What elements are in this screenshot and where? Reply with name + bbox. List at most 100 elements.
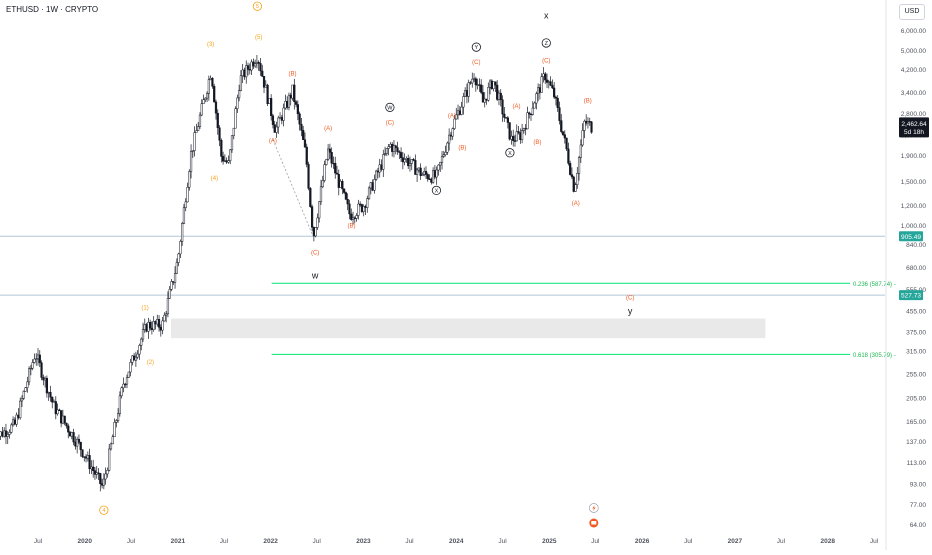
candle-body [506,117,509,123]
candle-body [213,86,216,103]
candle-body [77,438,81,443]
candle-body [391,144,394,152]
candle-body [497,92,501,100]
candle-body [513,140,517,142]
candle-body [341,181,344,190]
candle-body [496,84,499,100]
candle-body [412,159,415,161]
price-axis-tick-label: 315.00 [906,349,926,356]
candle-body [405,158,408,160]
candle-body [221,156,225,162]
candle-body [140,338,143,346]
candle-body [52,401,56,403]
candle-body [396,147,399,152]
candle-body [298,113,301,125]
candle-body [65,422,68,427]
wave-label: 4 [102,508,105,514]
candle-body [286,101,289,108]
candle-body [401,157,404,163]
candle-body [19,400,22,419]
candle-body [134,356,137,361]
candle-body [471,78,474,84]
candle-body [291,84,294,99]
candle-body [560,120,563,132]
wave-label-circle [471,42,481,52]
time-axis-tick-label: Jul [34,538,43,545]
candle-body [4,430,8,437]
candle-body [302,130,305,140]
candle-body [371,182,374,191]
wave-label: X [508,151,512,157]
candle-body [181,223,184,242]
candle-body [149,321,152,329]
symbol-title: ETHUSD · 1W · CRYPTO [6,5,99,14]
candle-body [278,117,282,119]
candle-body [586,121,590,124]
candle-body [56,409,59,415]
currency-button[interactable]: USD [899,4,925,20]
candle-body [33,358,36,363]
candle-body [531,107,534,115]
candle-body [503,113,506,118]
candle-body [15,414,18,425]
candle-body [528,112,531,115]
wave-label: (C) [542,59,550,65]
time-axis-tick-label: 2027 [728,538,743,545]
level-price-label: 905.49 [901,234,921,241]
candle-body [460,106,463,115]
wave-label: (B) [348,223,356,229]
candle-body [109,443,113,450]
candle-body [250,61,253,71]
candle-body [325,159,328,165]
time-axis-tick-label: Jul [405,538,414,545]
candle-body [364,206,367,208]
candle-body [367,187,371,199]
candle-body [100,483,104,486]
candle-body [68,431,72,437]
candle-body [433,170,436,178]
candle-body [437,164,440,171]
price-axis-tick-label: 137.00 [906,439,926,446]
candle-body [570,174,574,178]
candle-body [241,69,244,77]
price-axis-tick-label: 5,000.00 [901,48,927,55]
candle-body [453,118,456,129]
candle-body [307,164,310,189]
candle-body [211,77,214,87]
candle-body [104,473,107,480]
candle-body [469,82,472,84]
candle-body [517,131,520,134]
candle-body [63,415,66,424]
candle-body [175,262,178,274]
candle-body [31,362,34,369]
candle-body [10,424,13,433]
candle-body [526,112,529,130]
candle-body [172,281,175,283]
candle-body [83,456,86,458]
candle-body [44,378,47,381]
candle-body [544,73,547,81]
candle-body [490,80,493,89]
candle-body [179,241,182,255]
candle-body [145,324,148,332]
wave-label: 5 [256,4,259,10]
candle-body [296,104,299,115]
candle-body [319,186,323,202]
candle-body [26,381,29,388]
candle-body [305,146,308,165]
wave-label: (B) [458,145,466,151]
price-axis-tick-label: 113.00 [907,460,927,467]
candle-body [547,81,550,83]
candle-body [218,127,221,141]
candle-body [195,130,198,133]
candle-body [577,157,581,174]
candle-body [512,135,515,141]
candle-body [444,152,447,156]
candle-body [209,77,212,80]
candle-body [366,198,369,208]
wave-label: Y [475,45,479,51]
wave-label: W [387,105,393,111]
price-axis-tick-label: 2,800.00 [901,111,927,118]
